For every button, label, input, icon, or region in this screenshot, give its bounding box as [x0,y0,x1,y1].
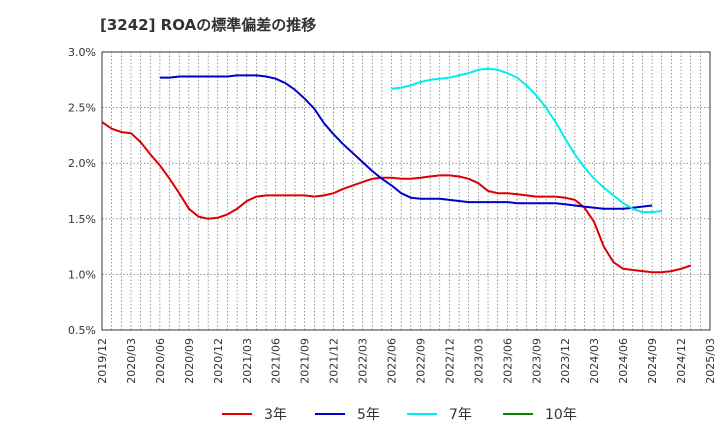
y-tick-label: 3.0% [68,46,96,59]
x-tick-label: 2022/06 [386,338,399,384]
legend: 3年 5年 7年 10年 [222,407,577,423]
y-tick-label: 2.0% [68,157,96,170]
x-tick-label: 2021/06 [270,338,283,384]
chart-title: [3242] ROAの標準偏差の推移 [100,16,317,34]
series-line-3y [101,121,692,274]
x-tick-label: 2024/09 [646,338,659,384]
x-tick-label: 2021/03 [241,338,254,384]
axes: 3.0% 2.5% 2.0% 1.5% 1.0% 0.5%2019/12 2020/03 20… [68,46,717,384]
x-tick-label: 2022/09 [414,338,427,384]
y-tick-label: 0.5% [68,324,96,337]
x-tick-label: 2024/12 [675,338,688,384]
x-tick-label: 2020/09 [183,338,196,384]
x-tick-label: 2020/06 [154,338,167,384]
grid [102,52,710,330]
series-line-7y [391,67,662,214]
x-tick-label: 2023/06 [501,338,514,384]
x-tick-label: 2020/12 [212,338,225,384]
series-lines [101,67,692,274]
x-tick-label: 2023/03 [472,338,485,384]
x-tick-label: 2025/03 [704,338,717,384]
legend-label: 7年 [449,407,472,423]
x-tick-label: 2021/12 [328,338,341,384]
y-tick-label: 2.5% [68,102,96,115]
y-tick-label: 1.5% [68,213,96,226]
x-tick-label: 2020/03 [125,338,138,384]
legend-label: 5年 [357,407,380,423]
x-tick-label: 2021/09 [299,338,312,384]
plot-frame [101,51,711,331]
x-tick-label: 2023/09 [530,338,543,384]
x-tick-label: 2023/12 [559,338,572,384]
legend-label: 10年 [545,407,577,423]
x-tick-label: 2024/03 [588,338,601,384]
legend-label: 3年 [264,407,287,423]
y-tick-label: 1.0% [68,268,96,281]
x-tick-label: 2019/12 [96,338,109,384]
series-line-5y [159,74,653,210]
x-tick-label: 2022/12 [443,338,456,384]
x-tick-label: 2022/03 [357,338,370,384]
x-tick-label: 2024/06 [617,338,630,384]
